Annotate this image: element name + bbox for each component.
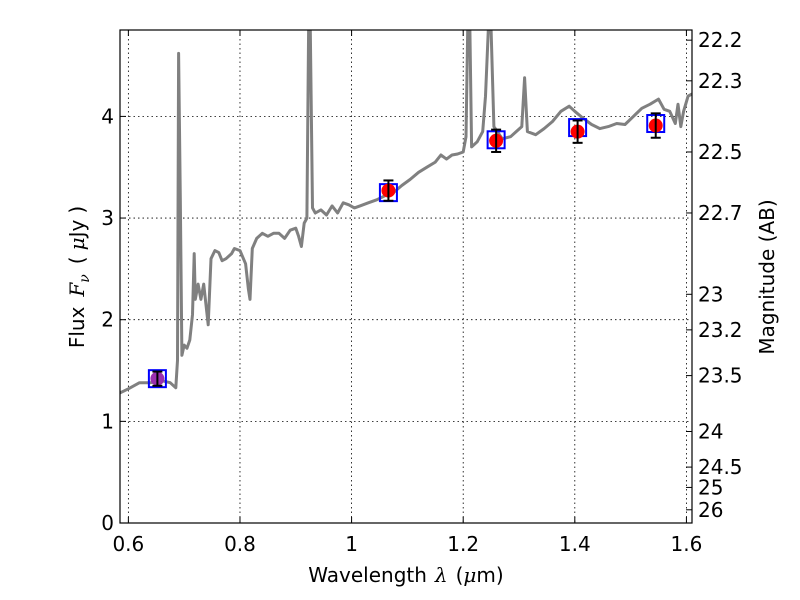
magnitude-tick-label: 23 [698, 282, 723, 306]
magnitude-tick-label: 23.5 [698, 364, 743, 388]
spectrum-line [120, 30, 692, 395]
y-axis-unit-open: ( [65, 256, 89, 264]
magnitude-tick-label: 23.2 [698, 318, 743, 342]
photometry-points [147, 112, 666, 389]
photometry-point [486, 128, 506, 153]
y-axis-unit-close: ) [65, 206, 89, 214]
x-tick-label: 0.6 [112, 532, 144, 556]
y-axis-nu: ν [77, 274, 93, 283]
magnitude-tick-label: 22.5 [698, 140, 743, 164]
x-axis-unit-open: ( [456, 563, 464, 587]
magnitude-tick-label: 22.2 [698, 28, 743, 52]
magnitude-tick-label: 22.3 [698, 69, 743, 93]
x-axis-unit-rest: m) [476, 563, 503, 587]
y-tick-label: 1 [101, 409, 114, 433]
x-axis-label-word: Wavelength [308, 563, 427, 587]
magnitude-tick-label: 25 [698, 475, 723, 499]
y-tick-label: 2 [101, 308, 114, 332]
x-tick-label: 1.6 [671, 532, 703, 556]
model-flux-marker [147, 369, 167, 389]
x-axis-title: Wavelength λ (μm) [308, 563, 503, 587]
x-tick-label: 1.2 [447, 532, 479, 556]
y-axis-F: F [65, 282, 89, 298]
x-axis-lambda: λ [434, 563, 448, 587]
x-tick-label: 1.4 [559, 532, 591, 556]
magnitude-tick-label: 22.7 [698, 201, 743, 225]
y-tick-label: 4 [101, 104, 114, 128]
y-axis-unit-rest: Jy [65, 219, 89, 239]
y-axis-unit-mu: μ [65, 237, 89, 250]
photometry-point [378, 179, 398, 203]
magnitude-tick-label: 24 [698, 420, 723, 444]
y-axis-label-word: Flux [65, 306, 89, 348]
magnitude-tick-label: 24.5 [698, 455, 743, 479]
x-tick-label: 1 [345, 532, 358, 556]
photometry-point [568, 118, 588, 144]
y-tick-label: 0 [101, 511, 114, 535]
magnitude-tick-label: 26 [698, 498, 723, 522]
x-axis-unit-mu: μ [463, 563, 476, 587]
y2-axis-title: Magnitude (AB) [755, 199, 779, 354]
axis-ticks: 0.6 0.8 1 1.2 1.4 1.60123422.222.322.522.7232… [101, 28, 742, 556]
photometry-point [646, 112, 666, 139]
plot-frame [119, 29, 693, 524]
x-tick-label: 0.8 [224, 532, 256, 556]
y-axis-title: Flux Fν ( μJy) [65, 206, 93, 348]
grid [120, 30, 692, 524]
photometry-point [147, 369, 167, 389]
y-tick-label: 3 [101, 206, 114, 230]
